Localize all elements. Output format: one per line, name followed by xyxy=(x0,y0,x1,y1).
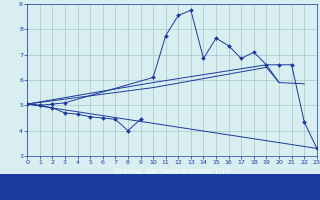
X-axis label: Graphe des températures (°c): Graphe des températures (°c) xyxy=(114,168,230,177)
